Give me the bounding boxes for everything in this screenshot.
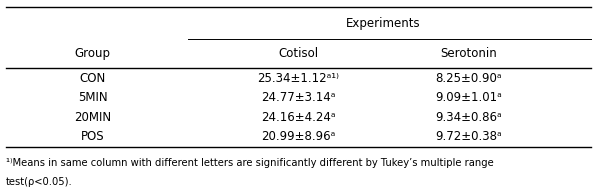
Text: Experiments: Experiments bbox=[346, 17, 421, 30]
Text: Serotonin: Serotonin bbox=[440, 47, 497, 60]
Text: 20MIN: 20MIN bbox=[74, 111, 111, 124]
Text: 9.72±0.38ᵃ: 9.72±0.38ᵃ bbox=[435, 131, 502, 143]
Text: 24.16±4.24ᵃ: 24.16±4.24ᵃ bbox=[261, 111, 336, 124]
Text: POS: POS bbox=[81, 131, 104, 143]
Text: 9.09±1.01ᵃ: 9.09±1.01ᵃ bbox=[435, 91, 502, 104]
Text: ¹⁾Means in same column with different letters are significantly different by Tuk: ¹⁾Means in same column with different le… bbox=[6, 158, 494, 168]
Text: 20.99±8.96ᵃ: 20.99±8.96ᵃ bbox=[261, 131, 336, 143]
Text: 5MIN: 5MIN bbox=[78, 91, 107, 104]
Text: Group: Group bbox=[75, 47, 110, 60]
Text: Cotisol: Cotisol bbox=[278, 47, 319, 60]
Text: test(ρ<0.05).: test(ρ<0.05). bbox=[6, 177, 73, 187]
Text: 8.25±0.90ᵃ: 8.25±0.90ᵃ bbox=[435, 72, 502, 85]
Text: CON: CON bbox=[79, 72, 106, 85]
Text: 9.34±0.86ᵃ: 9.34±0.86ᵃ bbox=[435, 111, 502, 124]
Text: 24.77±3.14ᵃ: 24.77±3.14ᵃ bbox=[261, 91, 336, 104]
Text: 25.34±1.12ᵃ¹⁾: 25.34±1.12ᵃ¹⁾ bbox=[257, 72, 340, 85]
